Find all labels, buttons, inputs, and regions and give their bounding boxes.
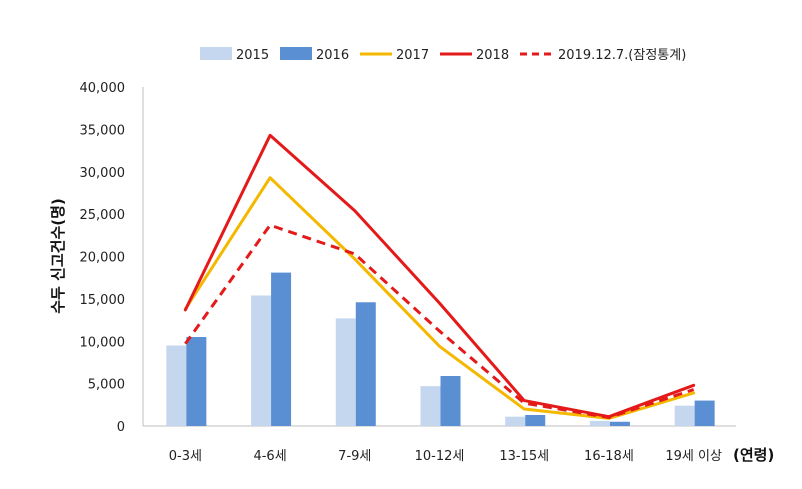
legend-swatch bbox=[200, 47, 232, 60]
x-tick-label: 7-9세 bbox=[338, 449, 371, 464]
bar bbox=[589, 420, 610, 426]
y-tick-label: 5,000 bbox=[88, 378, 125, 393]
bars bbox=[166, 272, 715, 426]
bar bbox=[335, 318, 356, 426]
y-tick-label: 25,000 bbox=[80, 208, 126, 223]
bar bbox=[355, 302, 376, 426]
bar bbox=[186, 337, 207, 426]
bar bbox=[674, 405, 695, 426]
y-axis-title: 수두 신고건수(명) bbox=[49, 198, 67, 314]
y-tick-label: 40,000 bbox=[80, 81, 126, 96]
x-tick-label: 13-15세 bbox=[499, 449, 549, 464]
legend-label: 2015 bbox=[236, 48, 269, 63]
legend-swatch bbox=[280, 47, 312, 60]
series-line bbox=[184, 223, 695, 420]
x-axis-title: (연령) bbox=[733, 446, 774, 464]
y-tick-label: 10,000 bbox=[80, 335, 126, 350]
x-tick-label: 19세 이상 bbox=[665, 449, 722, 464]
x-tick-label: 0-3세 bbox=[169, 449, 202, 464]
bar bbox=[505, 416, 526, 426]
bar bbox=[609, 421, 630, 426]
y-tick-label: 15,000 bbox=[80, 293, 126, 308]
bar bbox=[525, 414, 546, 426]
legend-label: 2018 bbox=[476, 48, 509, 63]
y-tick-label: 20,000 bbox=[80, 251, 126, 266]
y-tick-label: 30,000 bbox=[80, 166, 126, 181]
bar bbox=[271, 272, 292, 426]
legend: 2015 2016 2017 2018 2019.12.7.(잠정통계) bbox=[200, 47, 686, 63]
bar bbox=[694, 400, 715, 426]
legend-label: 2017 bbox=[396, 48, 429, 63]
x-tick-label: 10-12세 bbox=[415, 449, 465, 464]
x-axis: 0-3세 4-6세 7-9세 10-12세 13-15세 16-18세 19세 이상 bbox=[143, 425, 736, 464]
y-tick-label: 0 bbox=[117, 420, 125, 435]
bar bbox=[166, 345, 187, 426]
bar bbox=[251, 295, 272, 426]
y-tick-label: 35,000 bbox=[80, 123, 126, 138]
legend-label: 2016 bbox=[316, 48, 349, 63]
x-tick-label: 16-18세 bbox=[584, 449, 634, 464]
y-axis: 0 5,000 10,000 15,000 20,000 25,000 30,000 35,0… bbox=[80, 81, 144, 435]
bar bbox=[440, 375, 461, 426]
legend-label: 2019.12.7.(잠정통계) bbox=[558, 48, 686, 63]
lines bbox=[183, 133, 696, 420]
bar bbox=[420, 386, 441, 426]
x-tick-label: 4-6세 bbox=[253, 449, 286, 464]
